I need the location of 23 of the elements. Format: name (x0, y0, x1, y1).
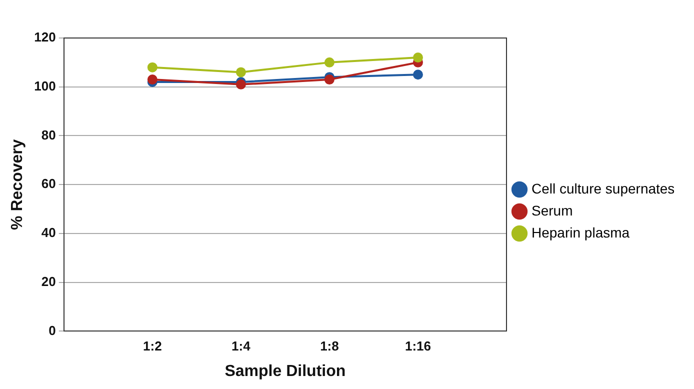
point (412, 70, 423, 80)
x-tick-label: 1:2 (143, 338, 162, 354)
point (236, 67, 246, 78)
point (147, 62, 158, 72)
legend-label: Cell culture supernates (532, 180, 675, 196)
legend-label: Heparin plasma (532, 224, 630, 240)
y-tick-label: 120 (34, 30, 56, 45)
y-tick-label: 0 (48, 322, 56, 338)
legend-label: Serum (532, 202, 573, 218)
y-axis-title: % Recovery (9, 139, 26, 230)
point (324, 74, 334, 85)
y-tick-label: 80 (41, 127, 56, 142)
x-tick-label: 1:16 (404, 338, 431, 354)
x-tick-label: 1:4 (232, 338, 252, 354)
x-tick-label: 1:8 (320, 338, 339, 354)
y-tick-label: 20 (41, 274, 56, 289)
x-axis-title: Sample Dilution (224, 362, 346, 380)
y-tick-label: 60 (41, 176, 56, 192)
point (324, 57, 334, 68)
y-tick-label: 100 (34, 78, 56, 94)
y-tick-label: 40 (41, 225, 56, 240)
point (236, 79, 246, 90)
point (412, 52, 423, 63)
